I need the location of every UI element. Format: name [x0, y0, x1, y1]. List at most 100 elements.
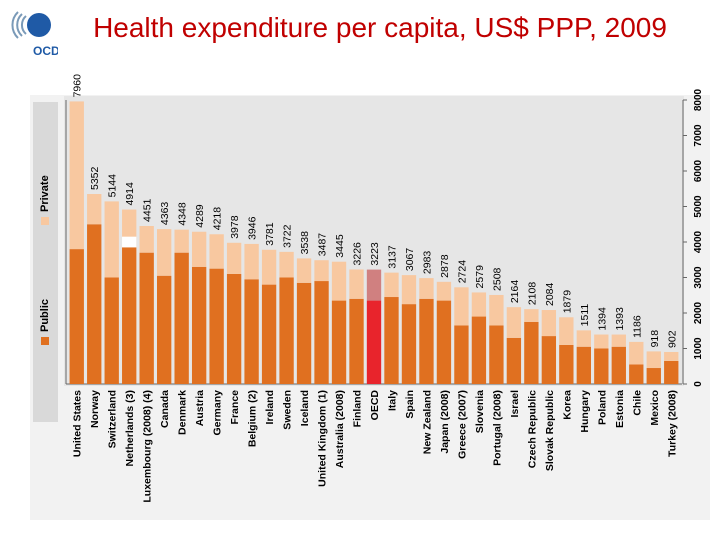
value-tick-label: 5000 — [693, 195, 704, 218]
value-tick-label: 7000 — [693, 124, 704, 147]
bar-public — [629, 364, 644, 384]
bar-value-label: 3722 — [282, 224, 294, 248]
bar-public — [594, 348, 609, 384]
bar-value-label: 3538 — [299, 231, 311, 255]
bar-public — [122, 247, 137, 384]
category-label: Israel — [509, 390, 521, 418]
bar-public — [646, 368, 661, 384]
bar-private — [611, 334, 626, 347]
bar-private — [384, 272, 399, 298]
bar-private — [506, 307, 522, 338]
bar-value-label: 1393 — [614, 307, 626, 331]
category-label: Ireland — [264, 390, 276, 424]
bar-private — [454, 287, 469, 326]
bar-private — [191, 231, 207, 267]
bar-value-label: 3978 — [229, 215, 241, 239]
bar-value-label: 3226 — [352, 242, 364, 266]
category-label: Slovak Republic — [544, 390, 556, 471]
value-tick-label: 1000 — [693, 337, 704, 360]
bar-public — [87, 224, 102, 384]
bar-value-label: 2878 — [439, 254, 451, 278]
bar-value-label: 2579 — [474, 265, 486, 289]
bar-public — [261, 284, 277, 384]
bar-public — [419, 298, 434, 384]
bar-public — [226, 273, 242, 384]
bar-value-label: 4451 — [142, 198, 154, 222]
category-label: Luxembourg (2008) (4) — [142, 390, 154, 503]
bar-value-label: 2724 — [456, 260, 468, 284]
bar-public — [314, 281, 329, 384]
bar-private — [436, 281, 452, 301]
bar-value-label: 1511 — [579, 304, 591, 327]
legend-label-private: Private — [39, 175, 51, 212]
bar-public — [384, 297, 399, 384]
bar-public — [506, 337, 522, 384]
bar-private — [314, 260, 329, 282]
chart-legend: Private Public — [39, 175, 51, 345]
bar-private — [559, 317, 574, 345]
bar-private — [664, 351, 679, 361]
category-label: Canada — [159, 390, 171, 428]
category-label: Australia (2008) — [334, 390, 346, 468]
category-label: France — [229, 390, 241, 425]
value-tick-label: 4000 — [693, 230, 704, 253]
bar-value-label: 2983 — [421, 251, 433, 275]
category-label: Turkey (2008) — [666, 390, 678, 457]
bar-public — [664, 360, 679, 384]
bar-value-label: 3445 — [334, 234, 346, 258]
bar-public — [471, 316, 487, 384]
bar-private — [296, 258, 312, 283]
category-label: United States — [72, 390, 84, 457]
legend-label-public: Public — [39, 299, 51, 332]
bar-private — [279, 251, 294, 278]
bar-value-label: 3487 — [317, 233, 329, 257]
category-label: Spain — [404, 390, 416, 419]
chart-marks: 7960 United States 5352 Norway 5144 Switzerla… — [65, 74, 704, 503]
bar-private — [139, 225, 154, 253]
bar-public — [611, 346, 626, 384]
legend-swatch-public — [41, 337, 49, 345]
value-tick-label: 8000 — [693, 88, 704, 111]
category-label: Iceland — [299, 390, 311, 426]
bar-private — [157, 229, 172, 276]
category-label: Slovenia — [474, 390, 486, 433]
bar-value-label: 7960 — [72, 74, 84, 98]
value-tick-label: 2000 — [693, 301, 704, 324]
value-tick-label: 3000 — [693, 266, 704, 289]
bar-value-label: 3223 — [369, 242, 381, 266]
bar-public — [139, 252, 154, 384]
bar-public — [489, 325, 504, 384]
bar-private — [244, 243, 259, 280]
category-label: Norway — [89, 390, 101, 428]
bar-public — [174, 252, 189, 384]
category-label: Austria — [194, 390, 206, 426]
category-label: Greece (2007) — [456, 390, 468, 459]
category-label: Germany — [212, 390, 224, 436]
bar-public — [279, 277, 294, 384]
category-label: New Zealand — [421, 390, 433, 454]
bar-public — [366, 300, 382, 384]
bar-public — [576, 346, 591, 384]
legend-swatch-private — [41, 217, 49, 225]
category-label: Sweden — [282, 390, 294, 430]
category-label: Italy — [386, 390, 398, 411]
category-label: Korea — [561, 390, 573, 420]
bar-value-label: 1394 — [596, 307, 608, 331]
bar-public — [69, 249, 84, 384]
bar-value-label: 2164 — [509, 280, 521, 304]
bar-value-label: 2508 — [491, 267, 503, 291]
category-label: OECD — [369, 390, 381, 421]
bar-private — [69, 101, 84, 250]
category-label: Finland — [352, 390, 364, 427]
bar-public — [104, 277, 119, 384]
bar-public — [157, 275, 172, 384]
bar-value-label: 3946 — [247, 216, 259, 240]
bar-value-label: 5144 — [107, 174, 119, 198]
category-label: Mexico — [649, 390, 661, 426]
bar-public — [349, 298, 364, 384]
bar-public — [209, 268, 224, 384]
legend-panel — [33, 102, 58, 422]
bar-private — [646, 351, 661, 369]
bar-value-label: 4218 — [212, 207, 224, 231]
bar-private — [366, 269, 382, 301]
